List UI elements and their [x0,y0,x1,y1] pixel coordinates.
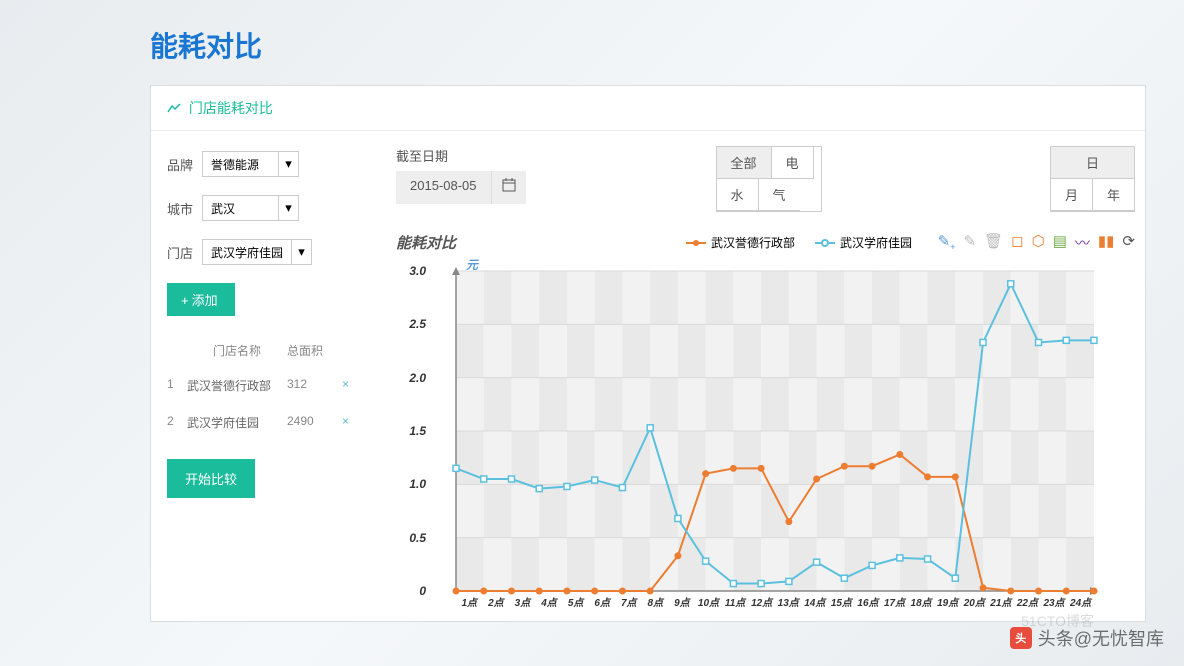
pencil-icon[interactable]: ✎ [964,232,977,253]
square-icon[interactable]: ◻ [1011,232,1023,253]
city-label: 城市 [167,199,202,218]
store-table: 门店名称 总面积 1 武汉誉德行政部 312 × 2 武汉学府佳园 2490 × [167,334,365,441]
city-value: 武汉 [203,200,278,217]
table-row: 1 武汉誉德行政部 312 × [167,367,365,404]
brand-select[interactable]: 誉德能源 ▾ [202,151,299,177]
period-day-button[interactable]: 日 [1051,147,1134,179]
watermark-logo-icon: 头 [1010,627,1032,649]
comparison-card: 门店能耗对比 品牌 誉德能源 ▾ 城市 武汉 ▾ 门店 武汉学府 [150,85,1146,622]
add-button[interactable]: +添加 [167,283,235,316]
chevron-down-icon: ▾ [278,152,298,176]
chevron-down-icon: ▾ [278,196,298,220]
y-axis-unit: 元 [466,256,478,273]
table-row: 2 武汉学府佳园 2490 × [167,404,365,441]
type-all-button[interactable]: 全部 [717,147,772,179]
add-button-label: 添加 [192,293,218,308]
row-area: 312 [287,377,342,394]
start-compare-button[interactable]: 开始比较 [167,459,255,498]
line-chart [396,261,1116,606]
chart-line-icon [167,102,181,116]
legend-item[interactable]: 武汉学府佳园 [815,234,912,251]
date-value: 2015-08-05 [396,171,491,204]
period-button-group: 日 月 年 [1050,146,1135,212]
city-select[interactable]: 武汉 ▾ [202,195,299,221]
col-area-header: 总面积 [287,342,342,359]
period-year-button[interactable]: 年 [1093,179,1134,211]
watermark: 头 头条@无忧智库 [1010,625,1164,651]
store-label: 门店 [167,243,202,262]
delete-row-icon[interactable]: × [342,377,362,394]
chart-legend: 武汉誉德行政部 武汉学府佳园 [686,234,912,251]
x-axis-labels: 1点2点3点4点5点6点7点8点9点10点11点12点13点14点15点16点1… [456,594,1094,609]
chart-title: 能耗对比 [396,232,456,253]
trash-icon[interactable]: 🗑 [984,232,1003,253]
delete-row-icon[interactable]: × [342,414,362,431]
col-name-header: 门店名称 [187,342,287,359]
card-header-text: 门店能耗对比 [189,100,273,116]
row-name: 武汉誉德行政部 [187,377,287,394]
date-input[interactable]: 2015-08-05 [396,171,526,204]
store-value: 武汉学府佳园 [203,244,291,261]
chevron-down-icon: ▾ [291,240,311,264]
legend-marker-orange [686,242,706,244]
chart-area: 元 00.51.01.52.02.53.0 1点2点3点4点5点6点7点8点9点… [396,261,1135,621]
chart-toolbar: ✎+ ✎ 🗑 ◻ ⬡ ▤ 〰 ▮▮ ⟳ [938,232,1135,253]
calendar-icon[interactable] [491,171,526,204]
legend-marker-blue [815,242,835,244]
pen-icon[interactable]: ✎+ [938,232,956,253]
legend-item[interactable]: 武汉誉德行政部 [686,234,795,251]
period-month-button[interactable]: 月 [1051,179,1093,211]
hex-icon[interactable]: ⬡ [1032,232,1045,253]
bar-chart-icon[interactable]: ▮▮ [1098,232,1115,253]
type-water-button[interactable]: 水 [717,179,759,211]
type-electric-button[interactable]: 电 [772,147,814,179]
row-idx: 2 [167,414,187,431]
row-area: 2490 [287,414,342,431]
type-button-group: 全部 电 水 气 [716,146,822,212]
type-gas-button[interactable]: 气 [759,179,800,211]
card-header: 门店能耗对比 [151,86,1145,131]
legend-label: 武汉学府佳园 [840,234,912,251]
brand-value: 誉德能源 [203,156,278,173]
date-label: 截至日期 [396,146,526,165]
chart-panel: 截至日期 2015-08-05 全部 电 水 气 [381,131,1145,621]
refresh-icon[interactable]: ⟳ [1122,232,1135,253]
legend-label: 武汉誉德行政部 [711,234,795,251]
plus-icon: + [181,293,189,308]
row-idx: 1 [167,377,187,394]
watermark-text: 头条@无忧智库 [1038,625,1164,651]
store-select[interactable]: 武汉学府佳园 ▾ [202,239,312,265]
page-title: 能耗对比 [0,0,1184,85]
filter-panel: 品牌 誉德能源 ▾ 城市 武汉 ▾ 门店 武汉学府佳园 ▾ [151,131,381,621]
list-icon[interactable]: ▤ [1053,232,1067,253]
line-chart-icon[interactable]: 〰 [1075,232,1090,253]
brand-label: 品牌 [167,155,202,174]
row-name: 武汉学府佳园 [187,414,287,431]
